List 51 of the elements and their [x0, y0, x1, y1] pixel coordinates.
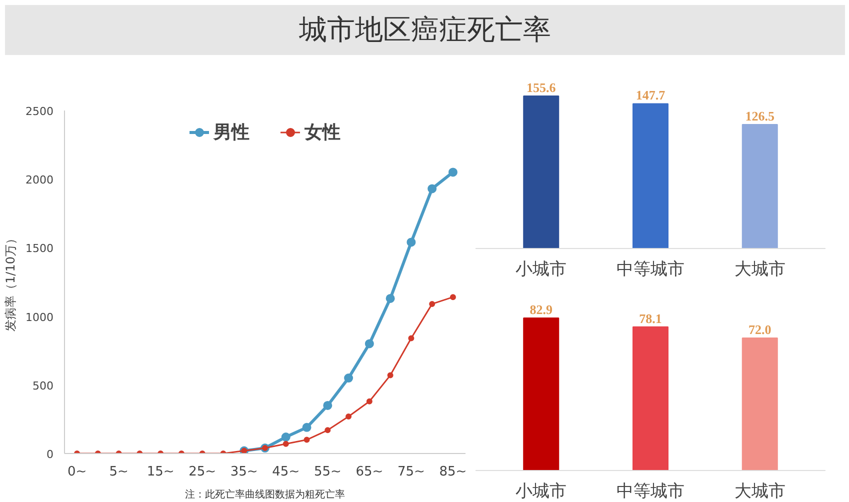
- legend-label: 男性: [214, 121, 250, 144]
- x-tick-label: 15~: [146, 464, 174, 480]
- y-tick-label: 2000: [26, 174, 54, 187]
- legend-label: 女性: [304, 121, 340, 144]
- point: [344, 374, 354, 383]
- x-tick-label: 大城市: [734, 482, 786, 502]
- x-tick-label: 55~: [314, 464, 342, 480]
- y-tick-label: 500: [32, 379, 54, 392]
- point: [387, 372, 394, 378]
- point: [346, 413, 352, 420]
- x-tick-label: 0~: [67, 464, 87, 480]
- y-tick-label: 1000: [26, 310, 54, 324]
- x-tick-label: 35~: [230, 464, 258, 480]
- point: [428, 184, 437, 194]
- x-tick-label: 75~: [397, 464, 425, 480]
- point: [408, 335, 414, 342]
- data-label: 155.6: [526, 80, 556, 95]
- point: [323, 400, 332, 410]
- data-label: 126.5: [745, 108, 775, 124]
- x-tick-label: 65~: [356, 464, 384, 480]
- y-axis-title: 发病率（1/10万）: [4, 232, 18, 332]
- y-tick-label: 1500: [26, 242, 54, 256]
- chart-title: 城市地区癌症死亡率: [299, 12, 551, 48]
- point: [429, 300, 436, 307]
- x-tick-label: 小城市: [516, 260, 567, 280]
- point: [364, 339, 374, 348]
- x-tick-label: 大城市: [734, 260, 786, 280]
- x-tick-label: 45~: [272, 464, 300, 480]
- point: [282, 440, 289, 447]
- point: [304, 436, 310, 443]
- y-tick-label: 0: [46, 448, 54, 461]
- data-label: 82.9: [530, 302, 553, 317]
- point: [448, 168, 458, 177]
- x-tick-label: 中等城市: [616, 260, 684, 280]
- x-tick-label: 中等城市: [616, 482, 684, 502]
- text: 注：此死亡率曲线图数据为粗死亡率: [185, 488, 345, 500]
- point: [406, 238, 416, 247]
- data-label: 72.0: [748, 322, 772, 338]
- data-label: 147.7: [636, 88, 666, 103]
- point: [450, 294, 456, 300]
- x-tick-label: 5~: [109, 464, 128, 480]
- y-tick-label: 2500: [26, 105, 54, 118]
- point: [281, 432, 290, 442]
- point: [386, 294, 395, 303]
- point: [366, 398, 372, 404]
- data-label: 78.1: [639, 310, 662, 326]
- x-tick-label: 25~: [188, 464, 216, 480]
- x-tick-label: 85~: [439, 464, 467, 480]
- point: [324, 427, 331, 434]
- point: [302, 422, 312, 432]
- x-tick-label: 小城市: [516, 482, 567, 502]
